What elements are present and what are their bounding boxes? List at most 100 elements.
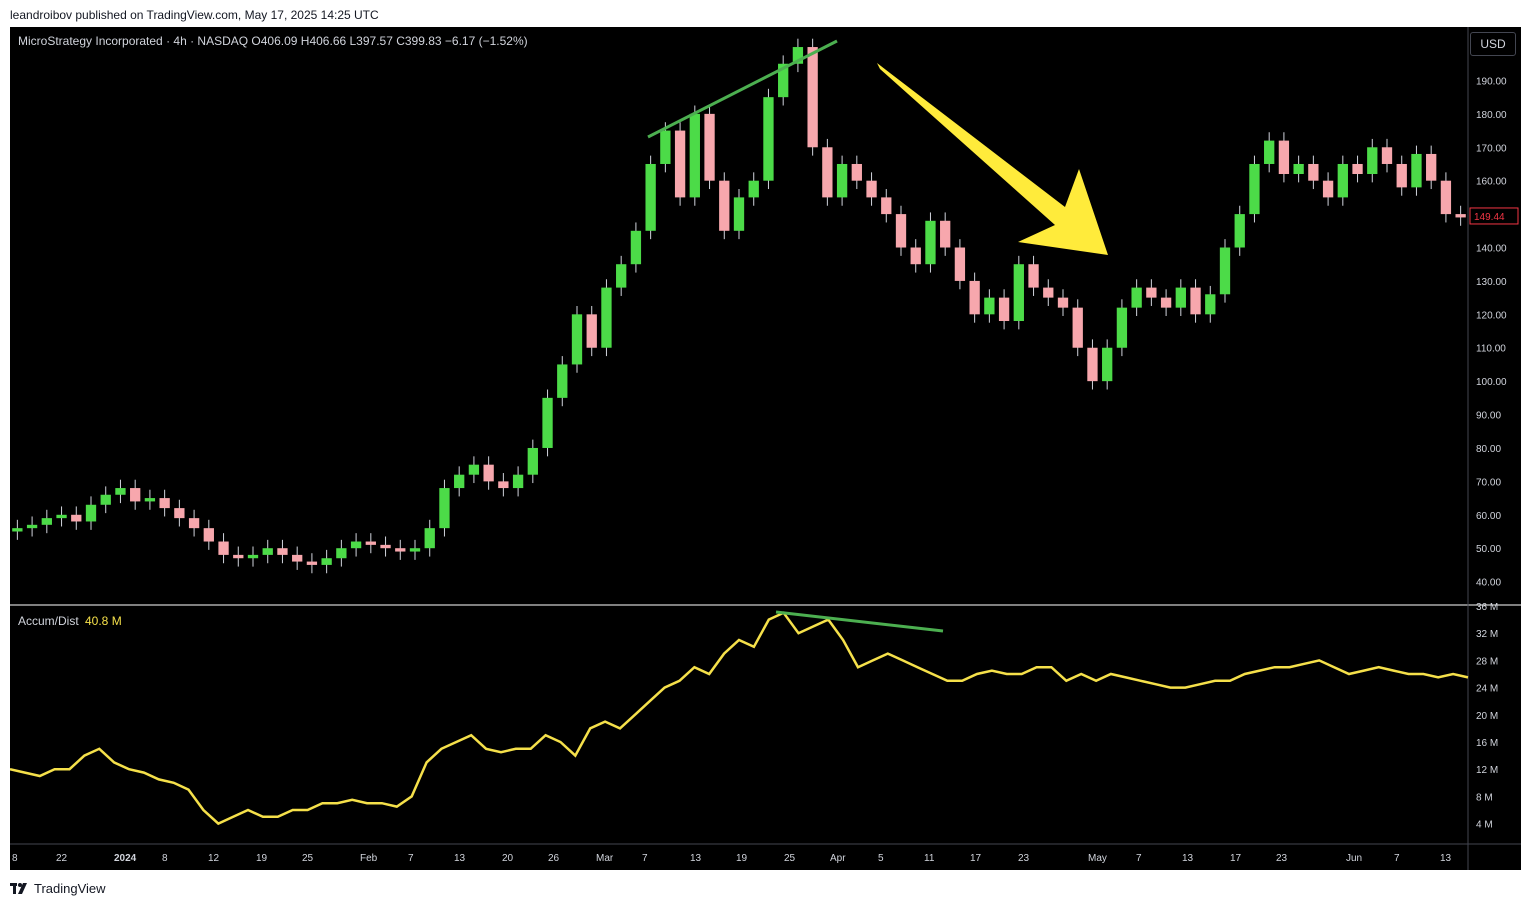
candle	[704, 113, 715, 181]
indicator-tick-label: 32 M	[1476, 629, 1498, 640]
time-tick-label: 11	[924, 853, 935, 864]
indicator-tick-label: 24 M	[1476, 684, 1498, 695]
candle	[71, 514, 82, 522]
candle	[365, 541, 376, 545]
candle	[586, 314, 597, 348]
candle	[778, 63, 789, 98]
candle	[1308, 163, 1319, 181]
accum-dist-line	[10, 611, 1469, 826]
candle	[262, 548, 273, 555]
candle	[866, 180, 877, 198]
time-tick-label: 19	[256, 853, 268, 864]
indicator-tick-label: 12 M	[1476, 765, 1498, 776]
publisher-line: leandroibov published on TradingView.com…	[10, 8, 379, 22]
time-tick-label: 7	[408, 853, 414, 864]
time-tick-label: 26	[548, 853, 560, 864]
price-tick-label: 90.00	[1476, 411, 1501, 422]
time-tick-label: 17	[1230, 853, 1242, 864]
candle	[1146, 287, 1157, 298]
time-tick-label: 8	[162, 853, 168, 864]
candle	[674, 130, 686, 198]
indicator-tick-label: 28 M	[1476, 656, 1498, 667]
candle	[85, 504, 97, 522]
last-price-label: 149.44	[1474, 212, 1505, 223]
time-tick-label: Jun	[1346, 853, 1362, 864]
candle	[395, 548, 406, 552]
indicator-name: Accum/Dist	[18, 614, 79, 628]
time-tick-label: Apr	[830, 853, 846, 864]
candle	[1219, 247, 1231, 295]
candle	[1028, 264, 1039, 288]
candle	[306, 561, 318, 565]
candle	[851, 163, 862, 181]
candle	[807, 47, 818, 148]
time-tick-label: Feb	[360, 853, 378, 864]
candle	[1057, 297, 1069, 308]
time-tick-label: Mar	[596, 853, 614, 864]
candle	[350, 541, 362, 549]
candle	[1426, 153, 1437, 181]
time-tick-label: 13	[1440, 853, 1452, 864]
candle	[1175, 287, 1186, 308]
candle	[1131, 287, 1142, 308]
candle	[321, 558, 332, 565]
candle	[836, 163, 848, 198]
trendline-indicator	[775, 610, 944, 633]
price-tick-label: 130.00	[1476, 277, 1507, 288]
time-tick-label: 13	[690, 853, 702, 864]
trendline-price	[647, 39, 838, 139]
tradingview-logo[interactable]: TradingView	[10, 881, 106, 896]
time-tick-label: 2024	[114, 853, 137, 864]
candle	[1072, 307, 1083, 348]
price-tick-label: 100.00	[1476, 377, 1507, 388]
time-tick-label: 20	[502, 853, 514, 864]
candle	[498, 481, 509, 489]
candle	[41, 518, 52, 525]
candle	[188, 518, 200, 529]
currency-button[interactable]: USD	[1470, 32, 1516, 56]
brand-label: TradingView	[34, 881, 106, 896]
candle	[630, 230, 642, 265]
candle	[1160, 297, 1172, 308]
time-tick-label: 19	[736, 853, 748, 864]
candle	[1234, 214, 1245, 248]
candle	[144, 498, 156, 502]
candle	[1205, 294, 1216, 315]
price-tick-label: 190.00	[1476, 76, 1507, 87]
candle	[26, 524, 38, 529]
time-tick-label: 7	[1394, 853, 1400, 864]
time-tick-label: May	[1088, 853, 1107, 864]
indicator-tick-label: 36 M	[1476, 602, 1498, 613]
candle	[424, 528, 435, 549]
candle	[925, 220, 936, 265]
candle	[557, 364, 568, 398]
candle	[748, 180, 759, 198]
candle	[1043, 287, 1054, 298]
price-tick-label: 60.00	[1476, 511, 1501, 522]
last-price-badge	[1469, 207, 1519, 225]
candle	[822, 147, 833, 198]
candle	[733, 197, 745, 231]
candle	[292, 554, 303, 562]
candle	[277, 548, 288, 555]
down-arrow	[877, 63, 1108, 255]
price-tick-label: 140.00	[1476, 244, 1507, 255]
candle	[1411, 153, 1422, 188]
chart-svg[interactable]: 190.00180.00170.00160.00150.00140.00130.…	[10, 27, 1521, 870]
candle	[1322, 180, 1334, 198]
candle	[1190, 287, 1201, 315]
chart-frame[interactable]: 190.00180.00170.00160.00150.00140.00130.…	[10, 27, 1521, 870]
candle	[1455, 214, 1466, 218]
price-tick-label: 180.00	[1476, 110, 1507, 121]
time-tick-label: 23	[1276, 853, 1288, 864]
candle	[1116, 307, 1128, 348]
candle	[940, 220, 951, 248]
candle	[56, 514, 67, 519]
candle	[1087, 347, 1098, 382]
candle	[409, 548, 421, 552]
time-tick-label: 22	[56, 853, 68, 864]
candle	[1367, 147, 1378, 175]
candle	[233, 554, 244, 559]
candle	[660, 130, 671, 164]
candle	[792, 47, 804, 64]
